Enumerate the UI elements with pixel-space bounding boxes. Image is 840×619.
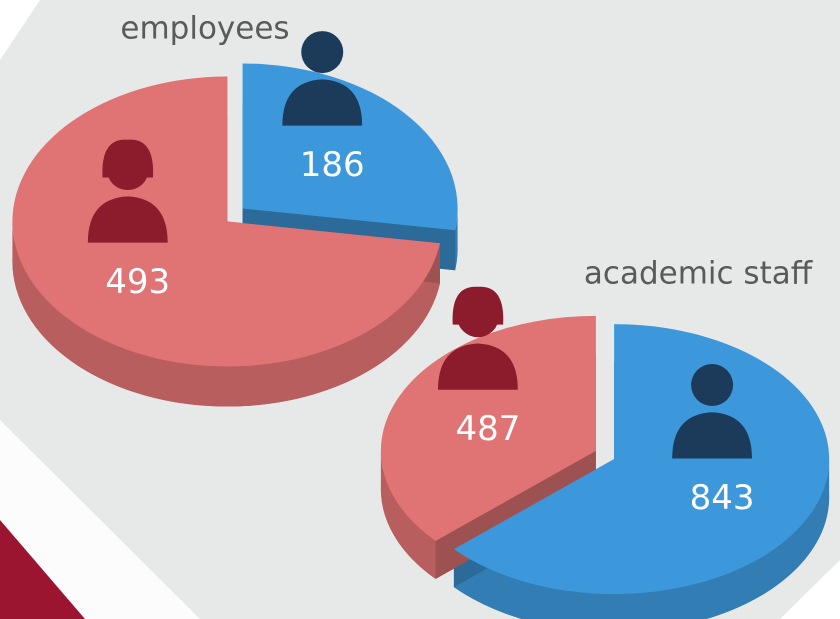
slice-side xyxy=(380,450,436,579)
corner-triangle xyxy=(0,520,85,619)
icon-hair xyxy=(102,139,154,178)
person-icon xyxy=(672,363,752,459)
slice xyxy=(453,324,830,595)
value-label: 843 xyxy=(690,478,755,518)
value-label: 493 xyxy=(105,262,170,302)
corner-stripe xyxy=(780,560,840,619)
corner-stripe xyxy=(0,0,40,60)
icon-body xyxy=(282,79,363,126)
icon-body xyxy=(87,196,168,243)
person-icon xyxy=(438,286,518,390)
value-label: 186 xyxy=(300,145,365,185)
slice-side xyxy=(12,221,440,407)
icon-hair xyxy=(452,286,504,325)
slice-side xyxy=(453,459,830,619)
icon-body xyxy=(438,343,518,390)
icon-body xyxy=(672,412,752,459)
chart-title: academic staff xyxy=(584,256,813,292)
slice-side xyxy=(455,208,458,271)
icon-head xyxy=(301,31,344,74)
diagonal-stripe xyxy=(0,420,200,619)
icon-head xyxy=(691,363,734,406)
slice xyxy=(380,315,596,541)
person-icon xyxy=(87,139,168,243)
chart-title: employees xyxy=(120,11,289,47)
value-label: 487 xyxy=(455,409,520,449)
person-icon xyxy=(282,31,363,126)
